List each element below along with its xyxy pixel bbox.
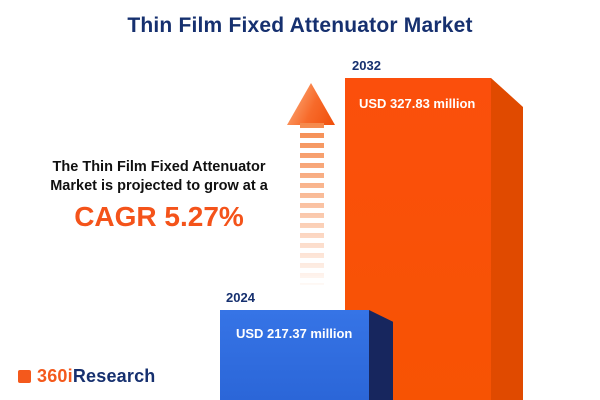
bar-2032-side-face	[491, 78, 523, 400]
growth-annotation: The Thin Film Fixed Attenuator Market is…	[28, 158, 290, 233]
page-title: Thin Film Fixed Attenuator Market	[127, 14, 473, 37]
logo-square-icon	[18, 370, 31, 383]
logo-text-suffix: Research	[72, 366, 156, 386]
bar-2024-side-face	[369, 310, 393, 400]
growth-arrow-icon	[287, 83, 335, 125]
annotation-line-2: Market is projected to grow at a	[50, 177, 268, 194]
bar-2024	[220, 310, 369, 400]
logo-text-prefix: 360i	[37, 366, 73, 386]
bar-year-label-2032: 2032	[352, 58, 381, 73]
cagr-value: CAGR 5.27%	[74, 200, 244, 232]
bar-value-label-2024: USD 217.37 million	[236, 326, 353, 341]
bar-value-label-2032: USD 327.83 million	[359, 96, 476, 111]
annotation-line-1: The Thin Film Fixed Attenuator	[52, 159, 266, 175]
logo-text: 360iResearch	[37, 366, 156, 387]
bar-year-label-2024: 2024	[226, 290, 255, 305]
growth-arrow-dashed-tail	[300, 123, 324, 285]
brand-logo: 360iResearch	[18, 366, 156, 387]
